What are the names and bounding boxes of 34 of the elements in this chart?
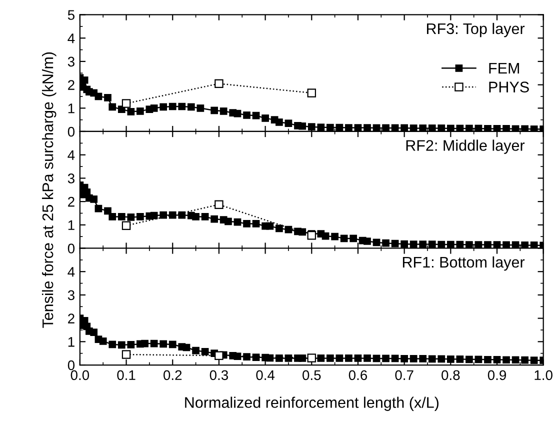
x-tick-label: 0.8 (442, 370, 460, 380)
x-tick-label: 1.0 (534, 370, 552, 380)
x-tick-label: 0.4 (256, 370, 275, 380)
y-tick-label: 1 (68, 104, 74, 114)
x-tick-label: 0.2 (164, 370, 182, 380)
y-tick-label: 1 (68, 337, 74, 347)
annotation: RF3: Top layer (427, 22, 525, 38)
x-tick-label: 0.7 (395, 370, 414, 380)
y-tick-label: 1 (68, 220, 74, 230)
annotation: RF2: Middle layer (406, 140, 525, 154)
y-tick-label: 2 (68, 80, 74, 90)
y-tick-label: 3 (68, 56, 74, 67)
x-tick-label: 0.3 (210, 370, 228, 380)
y-tick-label: 4 (68, 150, 75, 160)
x-tick-label: 0.9 (488, 370, 506, 380)
y-tick-label: 5 (68, 10, 74, 20)
legend-label: FEM (489, 62, 519, 74)
legend-label: PHYS (489, 82, 529, 92)
y-axis-title: Tensile force at 25 kPa surcharge (kN/m) (42, 52, 56, 328)
x-tick-label: 0.6 (348, 370, 368, 380)
y-tick-label: 0 (68, 244, 75, 254)
y-tick-label: 3 (68, 290, 74, 300)
y-tick-label: 4 (68, 267, 75, 277)
y-tick-label: 3 (68, 174, 74, 184)
x-axis-title: Normalized reinforcement length (x/L) (185, 396, 438, 411)
x-tick-label: 0.0 (70, 370, 90, 380)
y-tick-label: 0 (68, 360, 75, 370)
annotation: RF1: Bottom layer (402, 256, 525, 271)
y-tick-label: 2 (68, 196, 74, 207)
y-tick-label: 2 (68, 314, 74, 324)
y-tick-label: 4 (68, 34, 75, 44)
x-tick-label: 0.1 (117, 370, 136, 380)
x-tick-label: 0.5 (302, 370, 321, 380)
y-tick-label: 0 (68, 126, 75, 137)
